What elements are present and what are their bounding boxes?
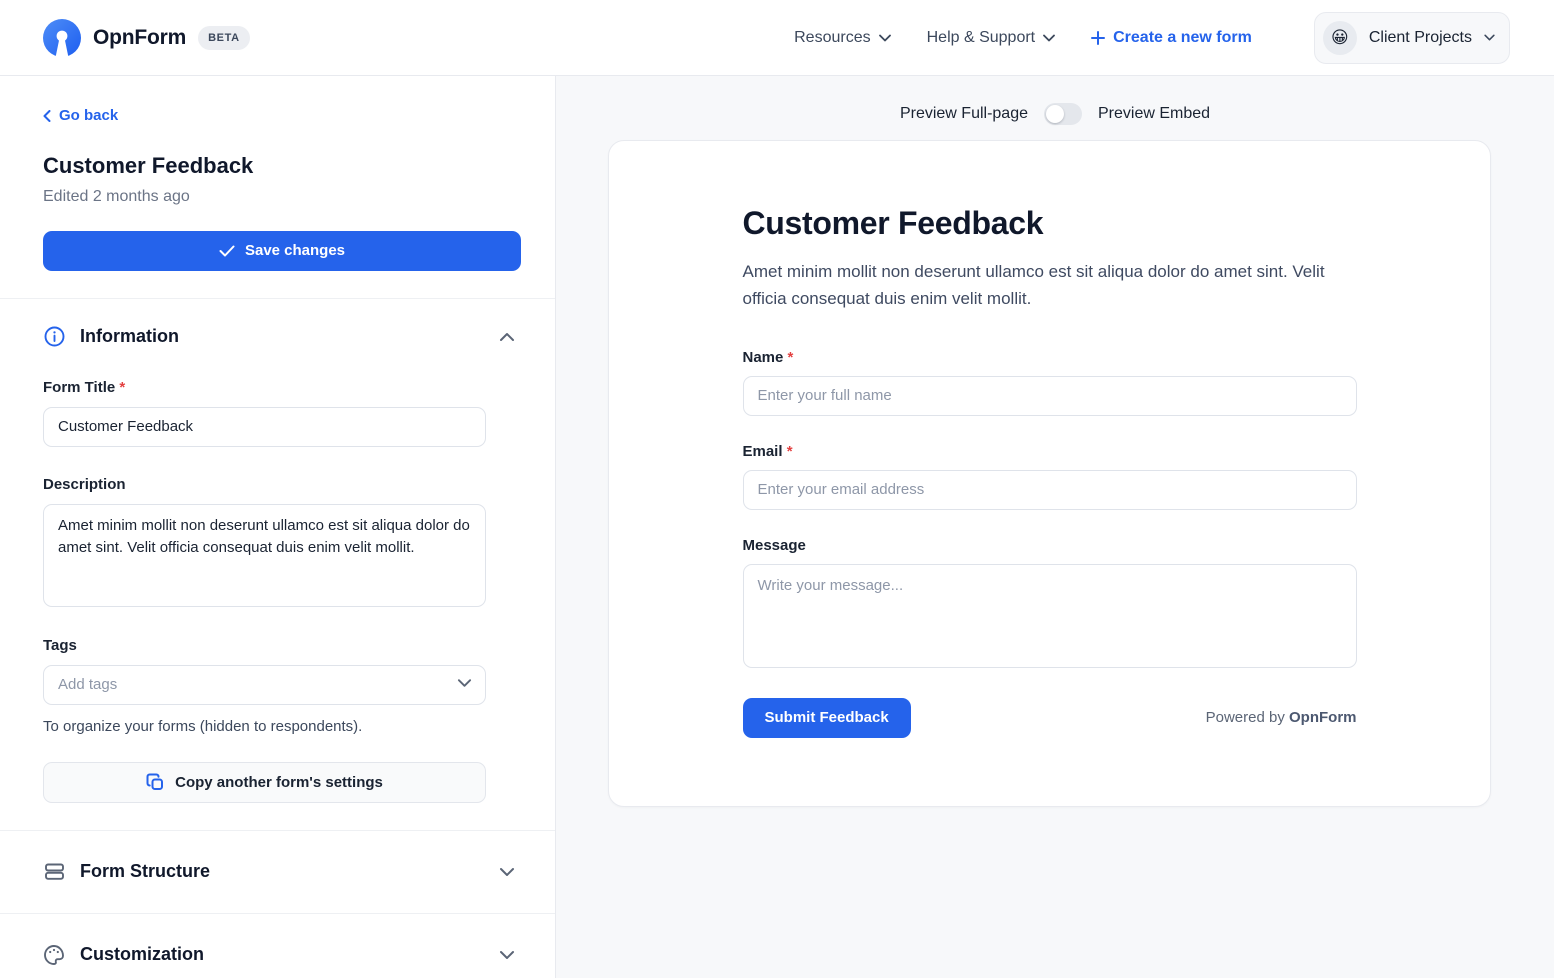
switch-knob bbox=[1046, 105, 1064, 123]
section-information-label: Information bbox=[80, 326, 179, 346]
form-title-label: Form Title * bbox=[43, 379, 515, 396]
required-asterisk: * bbox=[119, 378, 126, 396]
chevron-down-icon bbox=[499, 867, 515, 877]
beta-badge: BETA bbox=[198, 25, 250, 50]
go-back-link[interactable]: Go back bbox=[43, 107, 118, 124]
required-asterisk: * bbox=[786, 442, 793, 460]
chevron-up-icon bbox=[499, 332, 515, 342]
rows-icon bbox=[43, 861, 65, 883]
palette-icon bbox=[43, 944, 65, 966]
description-textarea[interactable]: Amet minim mollit non deserunt ullamco e… bbox=[43, 503, 486, 607]
save-changes-label: Save changes bbox=[244, 242, 346, 259]
form-title-label-text: Form Title bbox=[43, 378, 116, 396]
chevron-down-icon[interactable] bbox=[457, 678, 472, 688]
name-input[interactable] bbox=[742, 375, 1357, 416]
preview-form-description: Amet minim mollit non deserunt ullamco e… bbox=[742, 262, 1325, 308]
form-title-input[interactable] bbox=[43, 406, 486, 447]
create-form-label: Create a new form bbox=[1113, 28, 1252, 46]
email-label-text: Email bbox=[742, 442, 783, 460]
go-back-label: Go back bbox=[59, 107, 119, 124]
tags-help-text: To organize your forms (hidden to respon… bbox=[43, 717, 363, 735]
powered-by-brand: OpnForm bbox=[1289, 709, 1357, 727]
form-name-heading: Customer Feedback bbox=[43, 152, 254, 178]
preview-form-title: Customer Feedback bbox=[742, 205, 1044, 241]
chevron-down-icon bbox=[878, 34, 891, 42]
copy-form-settings-button[interactable]: Copy another form's settings bbox=[43, 761, 486, 803]
workspace-dropdown[interactable]: 😀 Client Projects bbox=[1313, 11, 1510, 64]
preview-fullpage-label[interactable]: Preview Full-page bbox=[899, 105, 1028, 122]
plus-icon bbox=[1091, 30, 1106, 45]
workspace-avatar: 😀 bbox=[1322, 20, 1357, 55]
required-asterisk: * bbox=[787, 348, 794, 366]
sidebar-divider bbox=[0, 912, 555, 914]
tags-label: Tags bbox=[43, 636, 77, 654]
information-section-body: Form Title * Description Amet minim moll… bbox=[43, 379, 515, 830]
email-field-label: Email * bbox=[743, 443, 1357, 460]
form-preview-card: Customer Feedback Amet minim mollit non … bbox=[608, 140, 1491, 807]
tags-input[interactable] bbox=[43, 664, 486, 705]
nav-resources-label: Resources bbox=[794, 28, 871, 46]
sidebar-divider bbox=[0, 297, 555, 299]
header-nav: Resources Help & Support Create a new fo… bbox=[794, 11, 1510, 64]
form-settings-sidebar: Go back Customer Feedback Edited 2 month… bbox=[0, 76, 556, 978]
section-information[interactable]: Information bbox=[43, 299, 515, 375]
message-textarea[interactable] bbox=[742, 563, 1357, 668]
create-new-form-button[interactable]: Create a new form bbox=[1091, 29, 1252, 47]
email-input[interactable] bbox=[742, 469, 1357, 510]
chevron-down-icon bbox=[1043, 34, 1056, 42]
save-changes-button[interactable]: Save changes bbox=[43, 230, 521, 271]
submit-feedback-button[interactable]: Submit Feedback bbox=[742, 697, 911, 738]
description-label: Description bbox=[43, 475, 126, 493]
section-form-structure-label: Form Structure bbox=[80, 861, 211, 881]
check-icon bbox=[219, 245, 235, 257]
preview-embed-label[interactable]: Preview Embed bbox=[1098, 105, 1211, 122]
brand-logo[interactable]: OpnForm BETA bbox=[43, 18, 250, 57]
copy-icon bbox=[146, 773, 165, 792]
copy-form-settings-label: Copy another form's settings bbox=[175, 773, 383, 791]
chevron-left-icon bbox=[43, 109, 51, 122]
section-customization-label: Customization bbox=[80, 944, 204, 964]
preview-mode-toggle-row: Preview Full-page Preview Embed bbox=[556, 76, 1554, 125]
name-label-text: Name bbox=[742, 348, 784, 366]
nav-resources[interactable]: Resources bbox=[794, 28, 891, 47]
chevron-down-icon bbox=[499, 950, 515, 960]
section-customization[interactable]: Customization bbox=[43, 914, 515, 978]
powered-by-link[interactable]: Powered by OpnForm bbox=[1206, 709, 1357, 726]
sidebar-divider bbox=[0, 829, 555, 831]
preview-panel: Preview Full-page Preview Embed Customer… bbox=[556, 76, 1554, 978]
name-field-label: Name * bbox=[743, 349, 1357, 366]
opnform-logo-icon bbox=[43, 18, 81, 57]
message-field-label: Message bbox=[742, 536, 806, 554]
brand-name: OpnForm bbox=[93, 25, 187, 49]
top-header: OpnForm BETA Resources Help & Support Cr… bbox=[0, 0, 1554, 76]
info-icon bbox=[43, 326, 65, 348]
last-edited-text: Edited 2 months ago bbox=[43, 187, 190, 205]
powered-by-text: Powered by bbox=[1205, 709, 1285, 727]
section-form-structure[interactable]: Form Structure bbox=[43, 831, 515, 913]
workspace-label: Client Projects bbox=[1368, 28, 1472, 46]
preview-mode-switch[interactable] bbox=[1044, 103, 1082, 125]
nav-help-support[interactable]: Help & Support bbox=[927, 29, 1056, 47]
chevron-down-icon bbox=[1484, 34, 1495, 41]
nav-help-label: Help & Support bbox=[926, 28, 1036, 46]
